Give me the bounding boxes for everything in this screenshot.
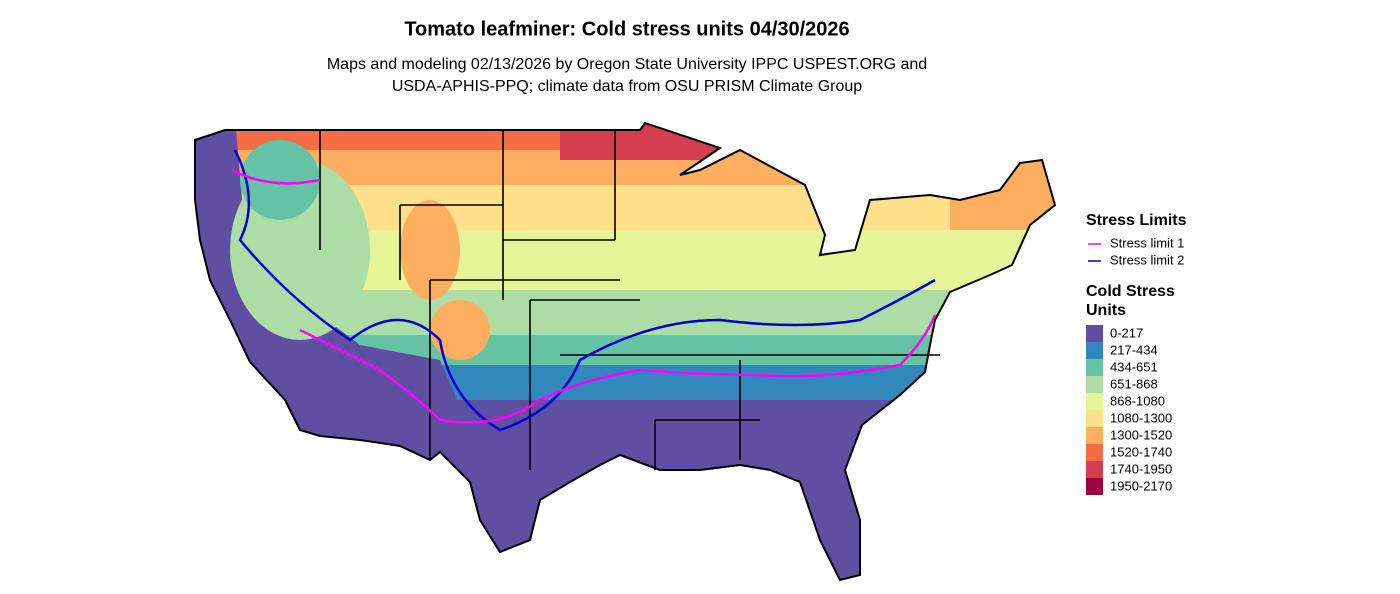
legend-swatch xyxy=(1086,461,1103,478)
legend-label: 1080-1300 xyxy=(1110,410,1172,425)
legend-label: 434-651 xyxy=(1110,359,1158,374)
map-band xyxy=(430,300,490,360)
legend-swatch xyxy=(1086,359,1103,376)
map-band xyxy=(950,150,1055,230)
stress-limit-2-contour xyxy=(233,149,936,432)
map-band xyxy=(400,200,460,300)
map-subtitle: USDA-APHIS-PPQ; climate data from OSU PR… xyxy=(392,78,862,95)
legend-label: 0-217 xyxy=(1110,325,1143,340)
legend-label: 217-434 xyxy=(1110,342,1158,357)
legend-label: Stress limit 1 xyxy=(1110,235,1184,250)
legend-title: Stress Limits xyxy=(1086,212,1187,229)
legend-label: 868-1080 xyxy=(1110,393,1165,408)
legend-swatch xyxy=(1086,410,1103,427)
legend-label: 651-868 xyxy=(1110,376,1158,391)
map-fill xyxy=(195,123,1055,580)
legend-label: 1520-1740 xyxy=(1110,444,1172,459)
legend-swatch xyxy=(1086,478,1103,495)
stress-limit-1-contour xyxy=(231,168,937,424)
legend-swatch xyxy=(1086,393,1103,410)
legend-label: 1950-2170 xyxy=(1110,478,1172,493)
legend-swatch xyxy=(1086,444,1103,461)
us-outline xyxy=(194,121,1057,582)
legend-label: 1740-1950 xyxy=(1110,461,1172,476)
legend-swatch xyxy=(1086,342,1103,359)
legend-title: Units xyxy=(1086,302,1126,319)
legend-swatch xyxy=(1086,376,1103,393)
map-title: Tomato leafminer: Cold stress units 04/3… xyxy=(404,18,849,40)
map-subtitle: Maps and modeling 02/13/2026 by Oregon S… xyxy=(327,56,927,73)
state-lines xyxy=(319,130,940,470)
legend-swatch xyxy=(1086,427,1103,444)
legend-label: 1300-1520 xyxy=(1110,427,1172,442)
legend-swatch xyxy=(1086,325,1103,342)
legend-label: Stress limit 2 xyxy=(1110,252,1184,267)
legend-title: Cold Stress xyxy=(1086,283,1175,300)
map-band xyxy=(240,140,320,220)
